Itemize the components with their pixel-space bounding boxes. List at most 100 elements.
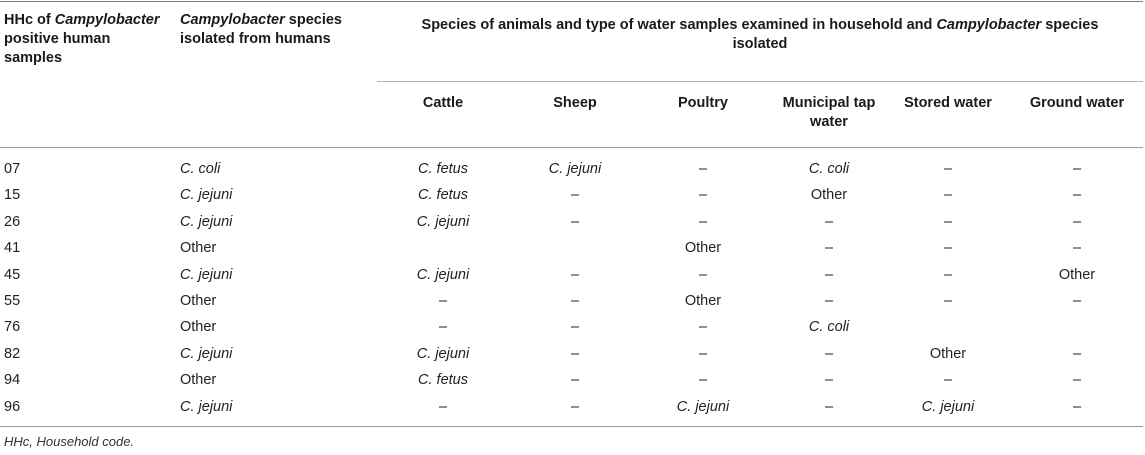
cell-sheep: – xyxy=(570,293,580,309)
cell-municipal-tap: – xyxy=(824,266,834,283)
cell-stored-water: C. jejuni xyxy=(921,398,975,415)
header-human-species: Campylobacter species isolated from huma… xyxy=(180,12,343,47)
cell-ground-water: – xyxy=(1072,240,1082,257)
cell-hhc: 26 xyxy=(4,213,21,230)
header-poultry: Poultry xyxy=(678,95,728,111)
table-row: 45 C. jejuni C. jejuni – – – – Other xyxy=(0,262,1143,288)
header-cattle: Cattle xyxy=(422,95,464,111)
cell-municipal-tap: – xyxy=(824,240,834,257)
cell-poultry: – xyxy=(698,187,708,204)
cell-municipal-tap: – xyxy=(824,213,834,230)
cell-sheep: – xyxy=(570,398,580,415)
table-row: 94 Other C. fetus – – – – – xyxy=(0,367,1143,393)
cell-ground-water: – xyxy=(1072,345,1082,362)
cell-municipal-tap: – xyxy=(824,372,834,389)
cell-municipal-tap: Other xyxy=(810,187,848,204)
cell-human-species: Other xyxy=(180,372,217,389)
group-header-rule xyxy=(377,81,1143,82)
table-row: 82 C. jejuni C. jejuni – – – Other – xyxy=(0,341,1143,367)
cell-cattle: C. jejuni xyxy=(416,213,470,230)
cell-municipal-tap: – xyxy=(824,293,834,309)
cell-sheep: – xyxy=(570,345,580,362)
cell-ground-water: – xyxy=(1072,293,1082,309)
table-footnote: HHc, Household code. xyxy=(4,434,135,449)
cell-poultry: C. jejuni xyxy=(676,398,730,415)
cell-cattle: C. fetus xyxy=(418,161,468,177)
cell-stored-water: – xyxy=(943,161,953,177)
cell-hhc: 07 xyxy=(4,161,21,177)
cell-stored-water: – xyxy=(943,240,953,257)
cell-poultry: – xyxy=(698,266,708,283)
cell-sheep: C. jejuni xyxy=(548,161,602,177)
cell-human-species: C. jejuni xyxy=(180,187,233,204)
cell-municipal-tap: – xyxy=(824,345,834,362)
table-row: 26 C. jejuni C. jejuni – – – – – xyxy=(0,209,1143,235)
cell-ground-water: – xyxy=(1072,161,1082,177)
cell-ground-water: – xyxy=(1072,398,1082,415)
cell-hhc: 76 xyxy=(4,319,21,336)
cell-stored-water: Other xyxy=(929,345,967,362)
cell-poultry: – xyxy=(698,372,708,389)
cell-hhc: 82 xyxy=(4,345,21,362)
table-top-rule xyxy=(0,1,1143,2)
cell-sheep: – xyxy=(570,319,580,336)
header-municipal-tap-water: Municipal tap water xyxy=(782,95,876,130)
cell-hhc: 15 xyxy=(4,187,21,204)
cell-cattle: C. fetus xyxy=(418,372,468,389)
table-row: 41 Other Other – – – xyxy=(0,235,1143,261)
cell-poultry: – xyxy=(698,161,708,177)
table-row: 76 Other – – – C. coli xyxy=(0,314,1143,340)
cell-cattle: C. jejuni xyxy=(416,266,470,283)
table-row: 07 C. coli C. fetus C. jejuni – C. coli – – xyxy=(0,156,1143,182)
cell-poultry: Other xyxy=(684,293,722,309)
cell-human-species: C. jejuni xyxy=(180,213,233,230)
cell-municipal-tap: C. coli xyxy=(808,161,850,177)
cell-human-species: C. jejuni xyxy=(180,266,233,283)
cell-human-species: Other xyxy=(180,240,217,257)
cell-sheep: – xyxy=(570,372,580,389)
cell-municipal-tap: – xyxy=(824,398,834,415)
cell-stored-water: – xyxy=(943,213,953,230)
cell-hhc: 55 xyxy=(4,293,21,309)
cell-hhc: 94 xyxy=(4,372,21,389)
cell-poultry: – xyxy=(698,319,708,336)
header-stored-water: Stored water xyxy=(904,95,992,111)
cell-sheep: – xyxy=(570,187,580,204)
cell-human-species: C. jejuni xyxy=(180,398,233,415)
cell-ground-water: Other xyxy=(1058,266,1096,283)
cell-cattle: – xyxy=(438,319,448,336)
header-bottom-rule xyxy=(0,147,1143,148)
table-row: 55 Other – – Other – – – xyxy=(0,288,1143,314)
table-row: 96 C. jejuni – – C. jejuni – C. jejuni – xyxy=(0,394,1143,420)
cell-ground-water: – xyxy=(1072,213,1082,230)
cell-hhc: 41 xyxy=(4,240,21,257)
cell-hhc: 96 xyxy=(4,398,21,415)
header-sheep: Sheep xyxy=(553,95,597,111)
cell-cattle: C. jejuni xyxy=(416,345,470,362)
header-group-title: Species of animals and type of water sam… xyxy=(421,17,1099,52)
cell-sheep: – xyxy=(570,213,580,230)
cell-human-species: Other xyxy=(180,319,217,336)
cell-poultry: Other xyxy=(684,240,722,257)
cell-human-species: C. jejuni xyxy=(180,345,233,362)
cell-cattle: – xyxy=(438,398,448,415)
cell-human-species: C. coli xyxy=(180,161,221,177)
cell-poultry: – xyxy=(698,345,708,362)
cell-stored-water: – xyxy=(943,187,953,204)
cell-municipal-tap: C. coli xyxy=(808,319,850,336)
cell-cattle: – xyxy=(438,293,448,309)
cell-stored-water: – xyxy=(943,372,953,389)
header-ground-water: Ground water xyxy=(1029,95,1125,111)
cell-ground-water: – xyxy=(1072,372,1082,389)
cell-sheep: – xyxy=(570,266,580,283)
cell-stored-water: – xyxy=(943,266,953,283)
table-bottom-rule xyxy=(0,426,1143,427)
cell-human-species: Other xyxy=(180,293,217,309)
header-hhc: HHc of Campylobacter positive human samp… xyxy=(4,12,160,66)
cell-stored-water: – xyxy=(943,293,953,309)
cell-ground-water: – xyxy=(1072,187,1082,204)
table-row: 15 C. jejuni C. fetus – – Other – – xyxy=(0,182,1143,208)
cell-cattle: C. fetus xyxy=(418,187,468,204)
cell-hhc: 45 xyxy=(4,266,21,283)
cell-poultry: – xyxy=(698,213,708,230)
